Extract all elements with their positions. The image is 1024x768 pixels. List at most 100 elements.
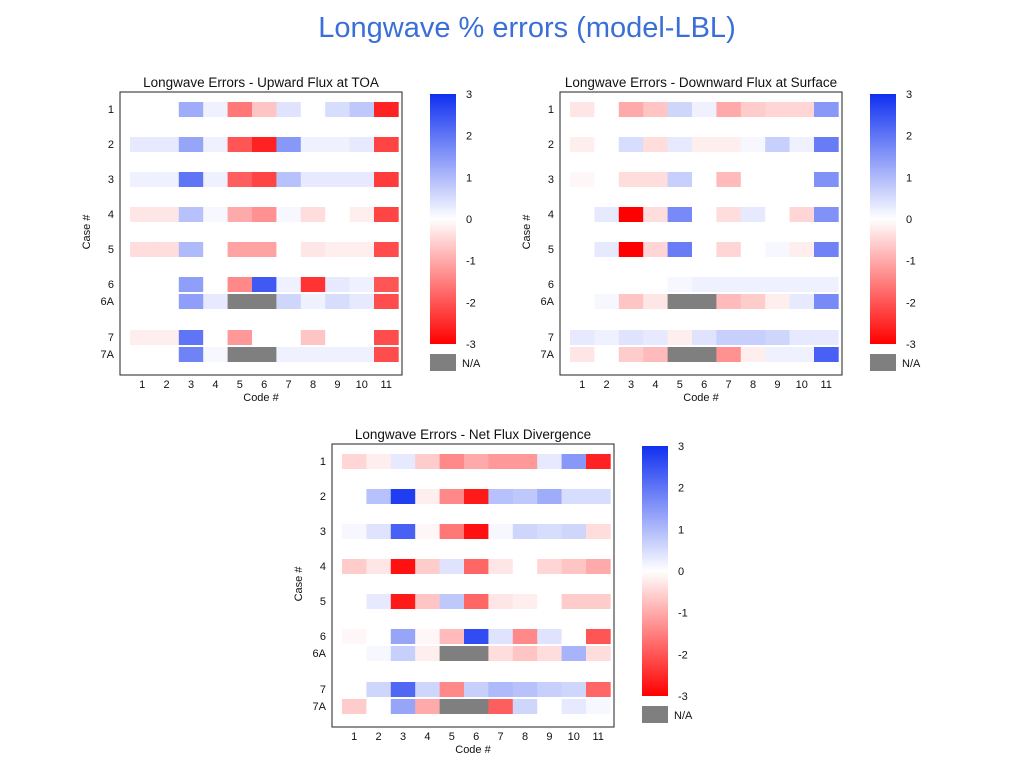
heatmap-cell [178,294,204,309]
heatmap-cell [154,102,180,117]
x-tick-label: 1 [139,379,145,391]
y-tick-label: 1 [108,104,114,116]
x-tick-label: 8 [750,379,756,391]
x-tick-label: 6 [701,379,707,391]
heatmap-cell [740,347,766,362]
heatmap-cell [342,682,367,697]
x-tick-label: 4 [212,379,218,391]
x-tick-label: 1 [351,731,357,743]
heatmap-cell [789,172,815,187]
heatmap-cell [203,277,228,292]
na-swatch [642,706,668,723]
heatmap-cell [789,207,815,222]
heatmap-cell [374,277,399,292]
heatmap-cell [178,242,204,257]
x-axis-label: Code # [683,392,719,404]
heatmap-cell [349,347,375,362]
heatmap-cell [667,207,693,222]
heatmap-cell [130,277,155,292]
heatmap-cell [390,454,416,469]
heatmap-cell [415,454,440,469]
heatmap-cell [342,646,367,661]
heatmap-cell [537,454,562,469]
heatmap-cell [227,172,253,187]
heatmap-cell [325,347,350,362]
colorbar-tick-label: -3 [466,339,476,351]
heatmap-cell [300,102,326,117]
x-tick-label: 8 [310,379,316,391]
heatmap-cell [667,242,693,257]
colorbar [430,94,456,344]
heatmap-cell [561,524,587,539]
colorbar-tick-label: -2 [466,297,476,309]
heatmap-cell [537,629,562,644]
y-tick-label: 6 [108,279,114,291]
chart-title: Longwave Errors - Downward Flux at Surfa… [565,75,837,90]
heatmap-cell [342,559,367,574]
heatmap-cell [586,646,611,661]
heatmap-cell [594,172,620,187]
heatmap-cell [178,330,204,345]
heatmap-cell [300,347,326,362]
heatmap-cell [814,242,839,257]
heatmap-cell [366,454,392,469]
colorbar-tick-label: 1 [466,172,472,184]
x-tick-label: 2 [164,379,170,391]
heatmap-cell [740,207,766,222]
heatmap-cell [537,524,562,539]
heatmap-cell [740,294,766,309]
heatmap-cell [178,277,204,292]
heatmap-cell [203,137,228,152]
heatmap-cell [618,102,644,117]
heatmap-cell [154,172,180,187]
heatmap-cell [570,330,595,345]
heatmap-cell [488,629,514,644]
heatmap-cell [415,489,440,504]
heatmap-cell [439,646,465,661]
heatmap-cell [537,594,562,609]
y-tick-label: 7 [548,332,554,344]
heatmap-cell [349,172,375,187]
heatmap-cell [390,559,416,574]
heatmap-cell [618,242,644,257]
heatmap-cell [178,347,204,362]
heatmap-cell [349,207,375,222]
heatmap-cell [276,347,302,362]
colorbar-tick-label: 3 [906,89,912,101]
x-tick-label: 11 [820,379,831,391]
heatmap-cell [561,629,587,644]
heatmap-cell [325,330,350,345]
heatmap-cell [130,207,155,222]
heatmap-cell [667,172,693,187]
heatmap-cell [789,242,815,257]
heatmap-cell [765,294,790,309]
colorbar-tick-label: 0 [678,566,684,578]
heatmap-cell [374,242,399,257]
y-tick-label: 1 [548,104,554,116]
heatmap-cell [765,172,790,187]
heatmap-cell [692,137,717,152]
heatmap-cell [390,699,416,714]
y-tick-label: 2 [108,139,114,151]
heatmap-cell [366,646,392,661]
chart-downward-flux-surface: Longwave Errors - Downward Flux at Surfa… [520,72,960,412]
heatmap-cell [643,347,668,362]
heatmap-cell [618,277,644,292]
heatmap-cell [252,277,277,292]
heatmap-cell [252,330,277,345]
heatmap-cell [618,330,644,345]
heatmap-cell [740,330,766,345]
heatmap-cell [789,137,815,152]
heatmap-cell [390,682,416,697]
heatmap-cell [618,172,644,187]
x-tick-label: 3 [628,379,634,391]
heatmap-cell [512,454,538,469]
heatmap-cell [692,102,717,117]
heatmap-cell [464,682,489,697]
heatmap-cell [203,242,228,257]
heatmap-cell [154,137,180,152]
heatmap-cell [561,454,587,469]
heatmap-cell [586,524,611,539]
colorbar-tick-label: 2 [906,131,912,143]
y-tick-label: 7A [101,349,115,361]
